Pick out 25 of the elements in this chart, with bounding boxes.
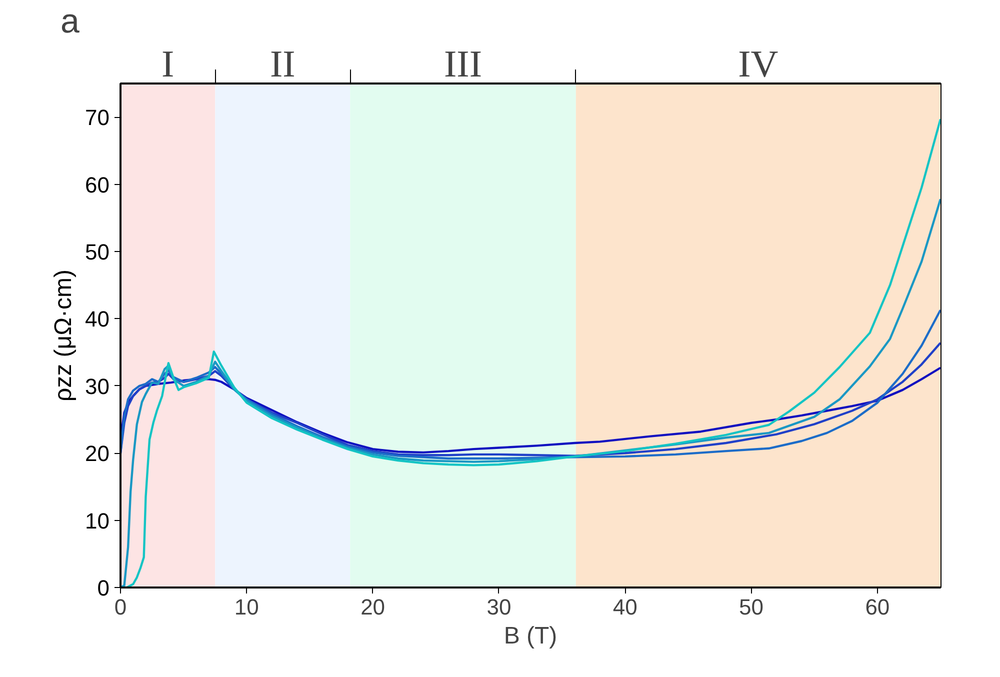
x-tick-label: 60 (865, 594, 890, 620)
text: a (60, 2, 80, 40)
x-tick-label: 10 (234, 594, 259, 620)
x-tick-label: 20 (360, 594, 386, 620)
line-series (120, 366, 940, 454)
line-series (120, 308, 940, 460)
y-axis-title: ρzz (μΩ·cm) (50, 269, 78, 402)
band-label: II (270, 44, 296, 86)
x-tick-label: 40 (612, 594, 638, 620)
band-label: I (161, 44, 174, 86)
y-tick-label: 50 (85, 240, 110, 264)
y-tick-label: 70 (85, 105, 110, 130)
y-tick-label: 30 (85, 374, 110, 399)
y-tick-label: 40 (85, 306, 110, 332)
y-tick-label: 10 (85, 508, 110, 534)
x-tick-label: 30 (486, 594, 512, 620)
y-tick-label: 60 (85, 172, 110, 198)
band-label: III (444, 44, 482, 86)
y-tick-label: 0 (97, 576, 110, 600)
band-label: IV (738, 44, 779, 86)
line-series (120, 342, 940, 457)
x-tick-label: 0 (114, 594, 127, 620)
x-axis-title: B (T) (504, 622, 558, 650)
y-tick-label: 20 (85, 441, 110, 466)
x-tick-label: 50 (739, 594, 764, 620)
